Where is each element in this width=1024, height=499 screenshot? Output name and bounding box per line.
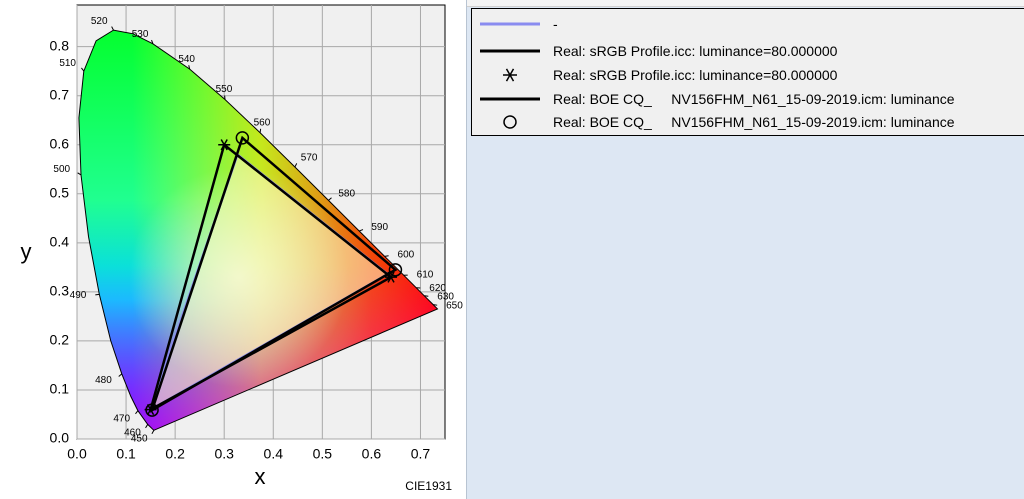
series bbox=[144, 131, 403, 417]
wavelength-label: 560 bbox=[254, 117, 271, 128]
gamut-triangle bbox=[149, 135, 398, 413]
wavelength-label: 620 bbox=[429, 283, 446, 294]
spectral-locus bbox=[78, 29, 439, 431]
x-tick-label: 0.2 bbox=[165, 446, 185, 462]
wavelength-label: 650 bbox=[446, 301, 463, 312]
wavelength-label: 520 bbox=[91, 16, 108, 27]
wavelength-label: 500 bbox=[53, 164, 70, 175]
y-tick-label: 0.2 bbox=[50, 332, 70, 348]
wavelength-label: 480 bbox=[95, 375, 112, 386]
wavelength-label: 450 bbox=[131, 434, 148, 445]
y-tick-label: 0.8 bbox=[50, 37, 70, 53]
y-tick-label: 0.0 bbox=[50, 430, 70, 446]
star-marker bbox=[218, 139, 231, 151]
locus-tick bbox=[433, 304, 438, 306]
legend-swatch bbox=[480, 22, 540, 26]
legend-swatch bbox=[503, 115, 517, 129]
legend-circle bbox=[503, 115, 517, 129]
legend-label: Real: BOE CQ_ NV156FHM_N61_15-09-2019.ic… bbox=[553, 114, 955, 130]
wavelength-label: 600 bbox=[398, 250, 415, 261]
y-tick-label: 0.5 bbox=[50, 185, 70, 201]
wavelength-label: 580 bbox=[338, 189, 355, 200]
x-tick-label: 0.3 bbox=[214, 446, 234, 462]
legend-swatch bbox=[480, 49, 540, 53]
wavelength-label: 460 bbox=[124, 428, 141, 439]
locus-tick bbox=[359, 229, 364, 232]
circle-marker bbox=[145, 403, 159, 417]
locus-tick bbox=[111, 26, 114, 31]
wavelength-label: 540 bbox=[178, 54, 195, 65]
locus-tick bbox=[294, 163, 298, 168]
wavelength-label: 630 bbox=[437, 291, 454, 302]
wavelength-label: 470 bbox=[113, 413, 130, 424]
y-tick-label: 0.4 bbox=[50, 234, 70, 250]
locus-tick bbox=[151, 430, 155, 435]
locus-tick bbox=[135, 410, 139, 415]
legend-label: Real: sRGB Profile.icc: luminance=80.000… bbox=[553, 67, 838, 83]
x-tick-label: 0.0 bbox=[67, 446, 87, 462]
locus-tick bbox=[77, 172, 82, 176]
wavelength-label: 550 bbox=[216, 84, 233, 95]
legend-swatch bbox=[503, 68, 517, 82]
wavelength-label: 530 bbox=[132, 29, 149, 40]
x-tick-label: 0.1 bbox=[116, 446, 136, 462]
legend-label: Real: sRGB Profile.icc: luminance=80.000… bbox=[553, 43, 838, 59]
legend-label: - bbox=[553, 16, 558, 32]
x-tick-label: 0.5 bbox=[313, 446, 333, 462]
y-tick-label: 0.7 bbox=[50, 86, 70, 102]
x-axis-label: x bbox=[255, 464, 266, 489]
wavelength-label: 590 bbox=[371, 222, 388, 233]
circle-marker bbox=[388, 263, 403, 277]
y-axis-label: y bbox=[21, 239, 32, 264]
locus-tick bbox=[384, 255, 389, 257]
locus-tick bbox=[188, 65, 191, 70]
y-tick-label: 0.3 bbox=[50, 283, 70, 299]
legend-label: Real: BOE CQ_ NV156FHM_N61_15-09-2019.ic… bbox=[553, 91, 955, 107]
locus-tick bbox=[151, 39, 154, 44]
x-tick-label: 0.7 bbox=[411, 446, 431, 462]
locus-tick bbox=[328, 197, 332, 201]
legend-panel: - Real: sRGB Profile.icc: luminance=80.00… bbox=[466, 0, 1024, 499]
wavelength-label: 510 bbox=[59, 58, 76, 69]
y-tick-label: 0.1 bbox=[50, 381, 70, 397]
x-tick-label: 0.4 bbox=[264, 446, 284, 462]
wavelength-label: 490 bbox=[70, 290, 87, 301]
wavelength-label: 610 bbox=[417, 270, 434, 281]
scrollbar[interactable] bbox=[467, 0, 1024, 7]
legend-star bbox=[503, 68, 517, 82]
gamut-triangle bbox=[148, 142, 394, 413]
locus-tick bbox=[145, 424, 149, 429]
locus-tick bbox=[259, 128, 262, 133]
x-tick-label: 0.6 bbox=[362, 446, 382, 462]
diagram-annotation: CIE1931 bbox=[405, 479, 452, 493]
legend-swatch bbox=[480, 97, 540, 101]
locus-tick bbox=[118, 373, 123, 377]
legend: - Real: sRGB Profile.icc: luminance=80.00… bbox=[471, 8, 1024, 136]
circle-marker bbox=[235, 131, 250, 145]
y-tick-label: 0.6 bbox=[50, 135, 70, 151]
locus-tick bbox=[81, 67, 85, 72]
wavelength-label: 570 bbox=[301, 153, 318, 164]
